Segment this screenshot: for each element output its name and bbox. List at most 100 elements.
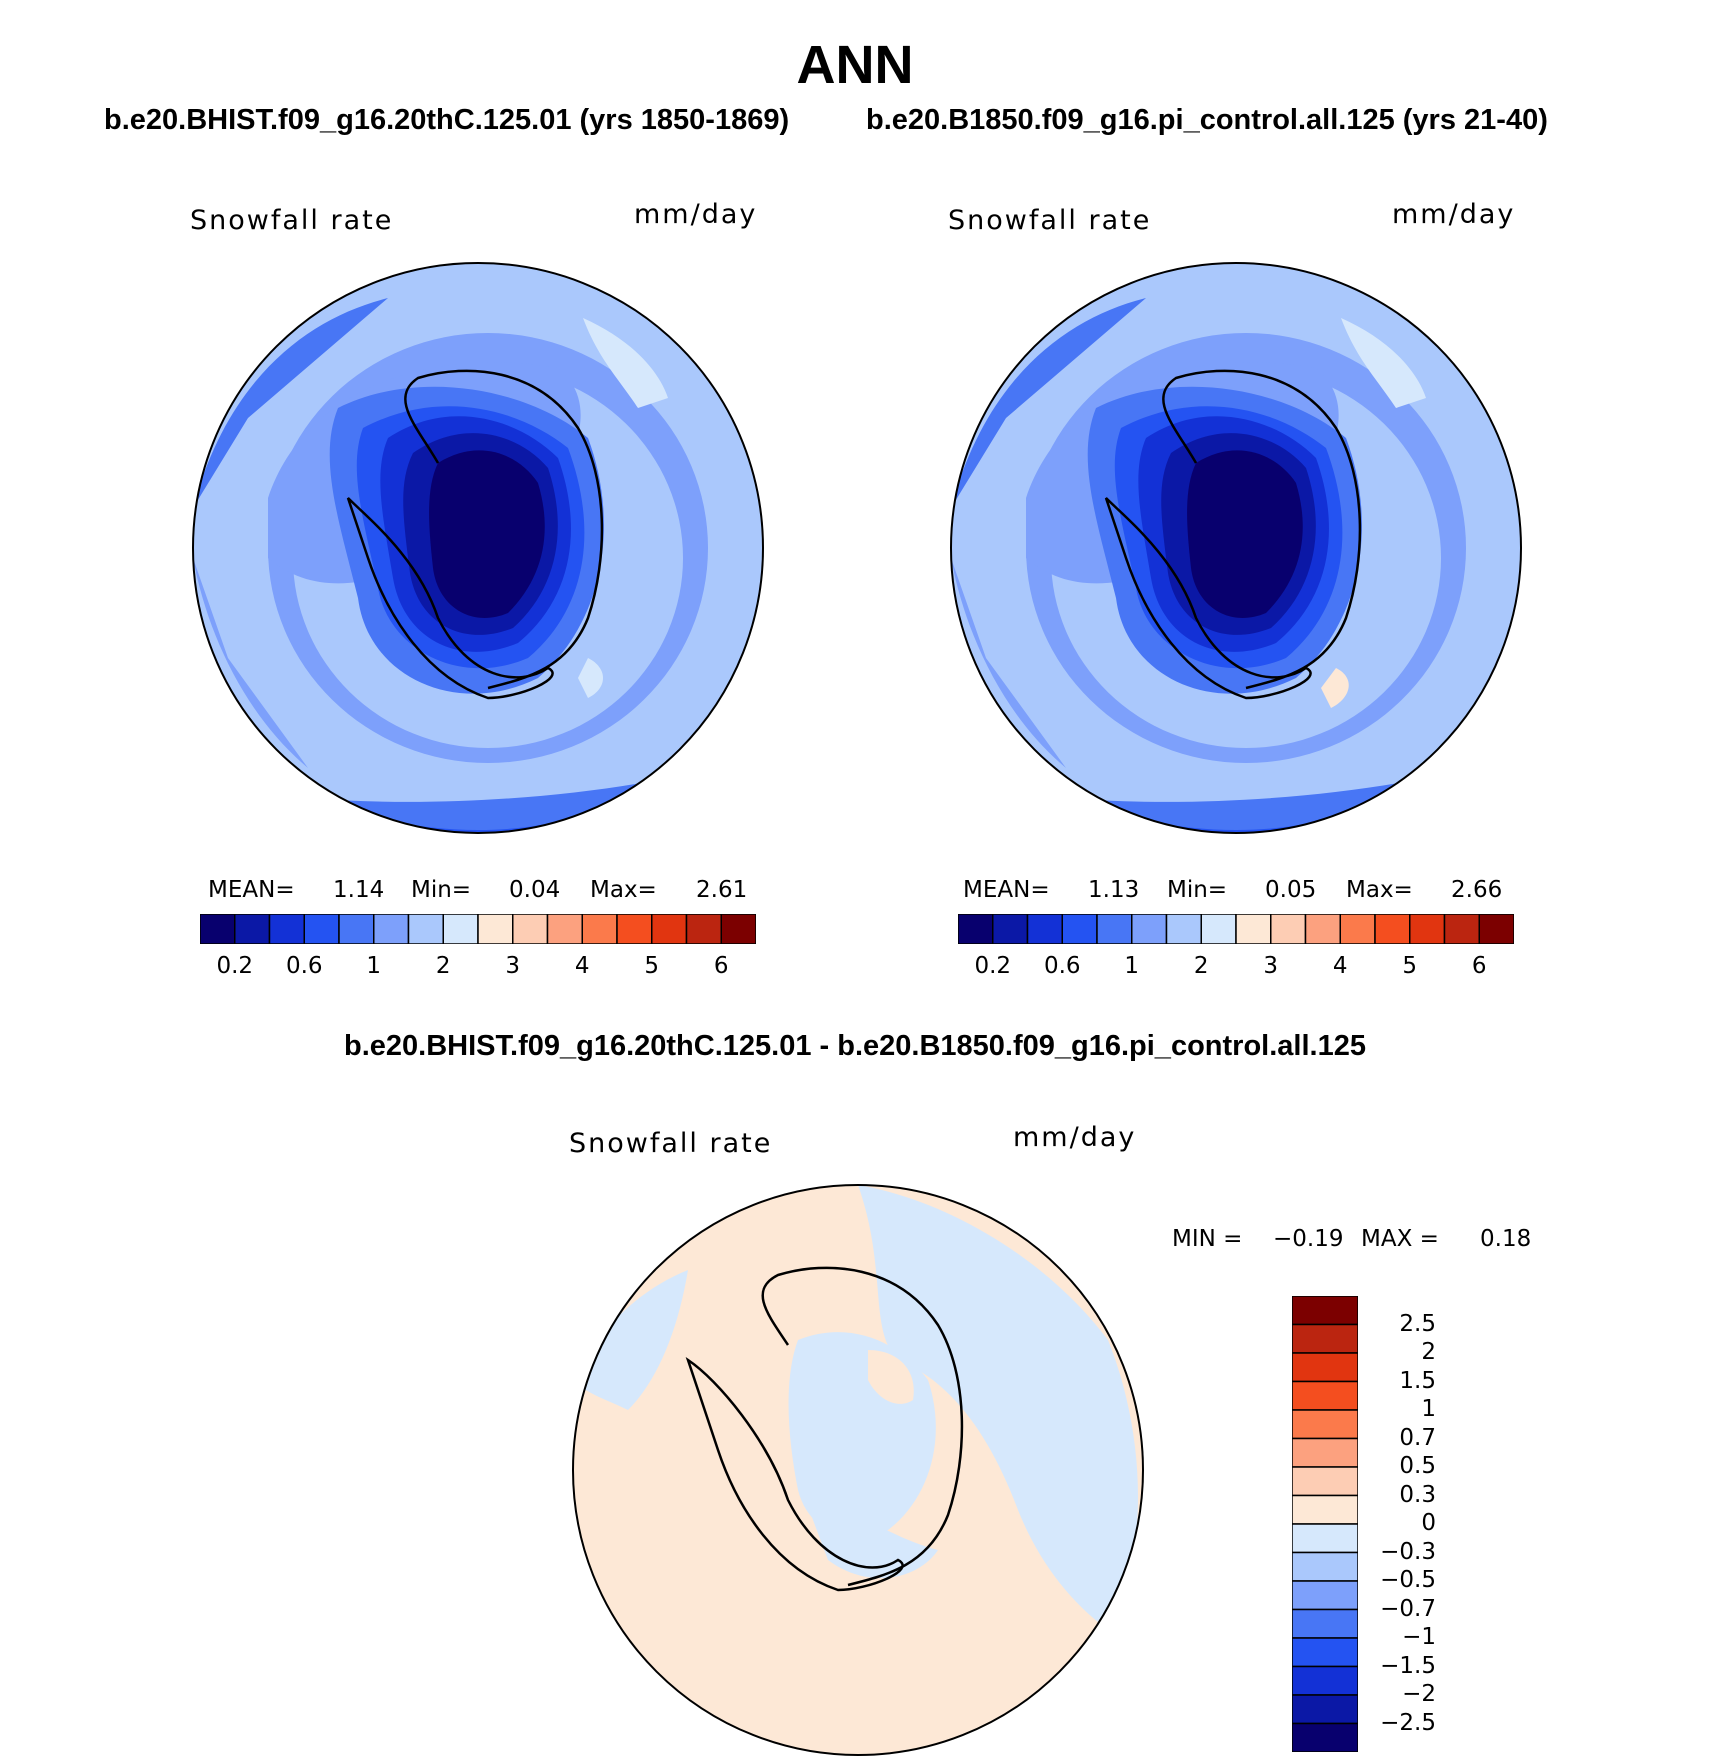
colorbar-box	[1292, 1296, 1358, 1326]
colorbar-tick-label: 0.6	[1043, 953, 1081, 979]
colorbar-box	[1292, 1323, 1358, 1354]
diff-min-label: MIN =	[1172, 1226, 1243, 1252]
colorbar-box	[1096, 914, 1133, 944]
diff-max-label: MAX =	[1361, 1226, 1439, 1252]
case2-min-label: Min=	[1167, 877, 1228, 903]
colorbar-box	[1292, 1494, 1358, 1525]
colorbar-box	[1131, 914, 1168, 944]
colorbar-box	[1292, 1437, 1358, 1468]
colorbar-box	[1292, 1523, 1358, 1554]
colorbar-box	[477, 914, 514, 944]
colorbar-tick-label: 0	[1421, 1510, 1436, 1536]
case1-min-value: 0.04	[509, 877, 561, 903]
case1-title: b.e20.BHIST.f09_g16.20thC.125.01 (yrs 18…	[104, 104, 790, 136]
colorbar-tick-label: 2	[1193, 953, 1209, 979]
colorbar-box	[1478, 914, 1514, 944]
colorbar-box	[992, 914, 1029, 944]
colorbar-box	[1292, 1352, 1358, 1383]
colorbar-box	[1292, 1608, 1358, 1639]
case2-mean-value: 1.13	[1088, 877, 1140, 903]
case2-colorbar	[958, 914, 1514, 944]
colorbar-box	[1409, 914, 1446, 944]
colorbar-tick-label: 2	[435, 953, 451, 979]
colorbar-tick-label: −0.7	[1380, 1595, 1436, 1622]
colorbar-box	[1165, 914, 1202, 944]
colorbar-box	[1374, 914, 1411, 944]
colorbar-box	[1235, 914, 1272, 944]
case2-mean-label: MEAN=	[963, 877, 1050, 903]
colorbar-box	[651, 914, 688, 944]
figure-title: ANN	[796, 35, 914, 95]
colorbar-tick-label: 0.2	[974, 953, 1012, 979]
difference-title: b.e20.BHIST.f09_g16.20thC.125.01 - b.e20…	[344, 1030, 1366, 1062]
case1-max-value: 2.61	[696, 877, 748, 903]
colorbar-tick-label: −2	[1402, 1681, 1436, 1707]
colorbar-tick-label: 1	[1124, 953, 1140, 979]
colorbar-box	[1292, 1637, 1358, 1668]
colorbar-box	[1026, 914, 1063, 944]
colorbar-tick-label: 3	[1263, 953, 1279, 979]
colorbar-box	[1292, 1409, 1358, 1440]
colorbar-box	[1443, 914, 1480, 944]
colorbar-tick-label: 2.5	[1399, 1310, 1436, 1337]
case1-colorbar-ticks: 0.2 0.6 1 2 3 4 5 6	[200, 953, 756, 983]
colorbar-tick-label: 2	[1421, 1339, 1436, 1365]
colorbar-tick-label: −0.5	[1380, 1567, 1436, 1593]
colorbar-box	[373, 914, 410, 944]
colorbar-box	[303, 914, 340, 944]
case1-colorbar	[200, 914, 756, 944]
colorbar-box	[200, 914, 236, 944]
colorbar-tick-label: 0.6	[285, 953, 323, 979]
difference-map	[572, 1184, 1144, 1756]
colorbar-box	[958, 914, 994, 944]
case1-units-label: mm/day	[634, 199, 758, 230]
colorbar-tick-label: 0.2	[216, 953, 254, 979]
colorbar-box	[1292, 1665, 1358, 1696]
diff-max-value: 0.18	[1480, 1226, 1532, 1252]
colorbar-tick-label: 6	[1471, 953, 1487, 979]
difference-colorbar	[1292, 1296, 1358, 1752]
colorbar-box	[1292, 1380, 1358, 1411]
colorbar-box	[581, 914, 618, 944]
case2-max-label: Max=	[1346, 877, 1413, 903]
colorbar-tick-label: 0.7	[1399, 1424, 1436, 1451]
colorbar-box	[512, 914, 549, 944]
colorbar-tick-label: 1.5	[1399, 1367, 1436, 1394]
colorbar-tick-label: 4	[574, 953, 590, 979]
difference-colorbar-ticks: 2.5 2 1.5 1 0.7 0.5 0.3 0 −0.3 −0.5 −0.7 −1 −1.5 −2 −2…	[1366, 1296, 1456, 1752]
case1-mean-value: 1.14	[333, 877, 385, 903]
case1-min-label: Min=	[411, 877, 472, 903]
colorbar-box	[1270, 914, 1307, 944]
case2-variable-label: Snowfall rate	[948, 205, 1152, 236]
case2-max-value: 2.66	[1451, 877, 1503, 903]
colorbar-box	[338, 914, 375, 944]
colorbar-box	[720, 914, 756, 944]
colorbar-tick-label: 0.3	[1399, 1481, 1436, 1508]
case1-mean-label: MEAN=	[208, 877, 295, 903]
colorbar-tick-label: −2.5	[1380, 1709, 1436, 1736]
colorbar-tick-label: −1.5	[1380, 1652, 1436, 1679]
colorbar-tick-label: 0.5	[1399, 1453, 1436, 1479]
case2-colorbar-ticks: 0.2 0.6 1 2 3 4 5 6	[958, 953, 1514, 983]
colorbar-box	[1304, 914, 1341, 944]
colorbar-box	[1061, 914, 1098, 944]
colorbar-box	[1200, 914, 1237, 944]
colorbar-tick-label: 5	[1402, 953, 1418, 979]
colorbar-box	[1292, 1551, 1358, 1582]
colorbar-box	[1292, 1580, 1358, 1611]
case2-map	[950, 262, 1522, 834]
colorbar-tick-label: 5	[644, 953, 660, 979]
colorbar-tick-label: 3	[505, 953, 521, 979]
colorbar-box	[616, 914, 653, 944]
colorbar-tick-label: −1	[1402, 1624, 1436, 1650]
diff-min-value: −0.19	[1273, 1226, 1344, 1252]
colorbar-tick-label: 6	[713, 953, 729, 979]
colorbar-box	[234, 914, 271, 944]
colorbar-box	[268, 914, 305, 944]
diff-variable-label: Snowfall rate	[569, 1128, 773, 1159]
colorbar-box	[1292, 1694, 1358, 1725]
colorbar-box	[546, 914, 583, 944]
case2-min-value: 0.05	[1265, 877, 1317, 903]
colorbar-box	[442, 914, 479, 944]
colorbar-box	[685, 914, 722, 944]
